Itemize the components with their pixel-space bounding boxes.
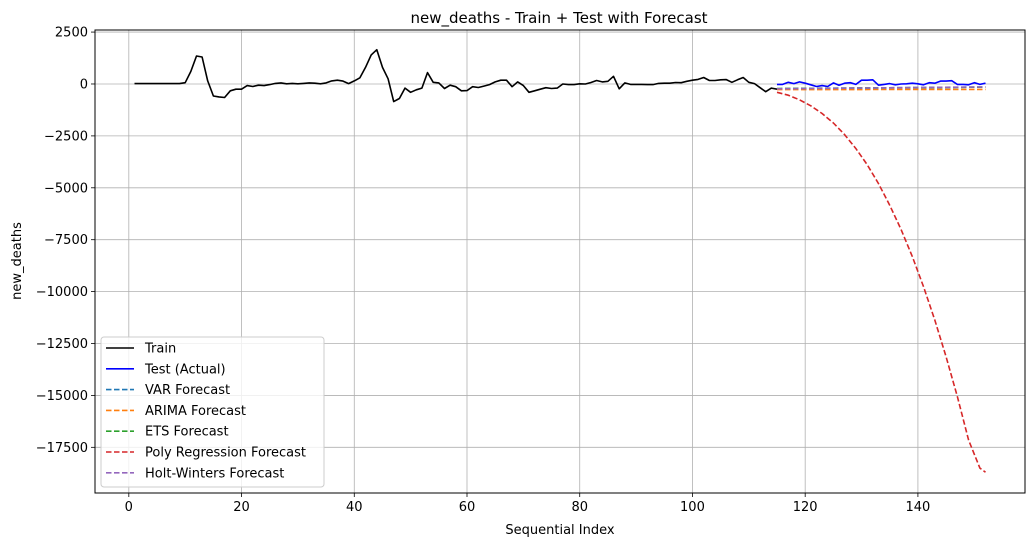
legend-label: ETS Forecast xyxy=(145,425,229,440)
grid xyxy=(95,30,1025,493)
x-tick-label: 100 xyxy=(680,500,705,515)
legend: Train Test (Actual) VAR Forecast ARIMA Fore… xyxy=(100,336,325,488)
legend-label: Train xyxy=(144,342,176,357)
x-tick-label: 40 xyxy=(346,500,363,515)
series-line-test-actual xyxy=(777,79,986,88)
legend-box xyxy=(100,336,325,488)
series-line-train xyxy=(134,48,778,103)
y-tick-label: −12500 xyxy=(36,337,88,352)
series-line-holt-winters-forecast xyxy=(776,86,986,90)
x-axis-ticks: 0 20 40 60 80 100 120 140 xyxy=(125,493,930,515)
series-layer xyxy=(134,48,986,473)
x-tick-label: 80 xyxy=(571,500,588,515)
x-tick-label: 140 xyxy=(905,500,930,515)
legend-label: Holt-Winters Forecast xyxy=(145,466,284,481)
x-tick-label: 20 xyxy=(233,500,250,515)
plot-frame xyxy=(94,29,1026,494)
y-tick-label: 2500 xyxy=(55,26,88,41)
y-tick-label: −2500 xyxy=(44,129,88,144)
y-tick-label: −5000 xyxy=(44,181,88,196)
x-tick-label: 120 xyxy=(793,500,818,515)
legend-label: ARIMA Forecast xyxy=(145,404,246,419)
x-tick-label: 0 xyxy=(125,500,133,515)
y-tick-label: −15000 xyxy=(36,389,88,404)
legend-label: VAR Forecast xyxy=(145,383,230,398)
y-tick-label: 0 xyxy=(80,77,88,92)
y-tick-label: −10000 xyxy=(36,285,88,300)
legend-label: Poly Regression Forecast xyxy=(145,446,306,461)
y-tick-label: −7500 xyxy=(44,233,88,248)
x-axis-title: Sequential Index xyxy=(505,523,614,538)
y-axis-title: new_deaths xyxy=(10,222,25,300)
legend-label: Test (Actual) xyxy=(144,362,226,377)
y-tick-label: −17500 xyxy=(36,441,88,456)
y-axis-ticks: 2500 0 −2500 −5000 −7500 −10000 −12500 −15000 −1… xyxy=(36,26,95,456)
chart-title: new_deaths - Train + Test with Forecast xyxy=(410,9,707,28)
series-line-poly-regression-forecast xyxy=(776,91,986,473)
x-tick-label: 60 xyxy=(459,500,476,515)
